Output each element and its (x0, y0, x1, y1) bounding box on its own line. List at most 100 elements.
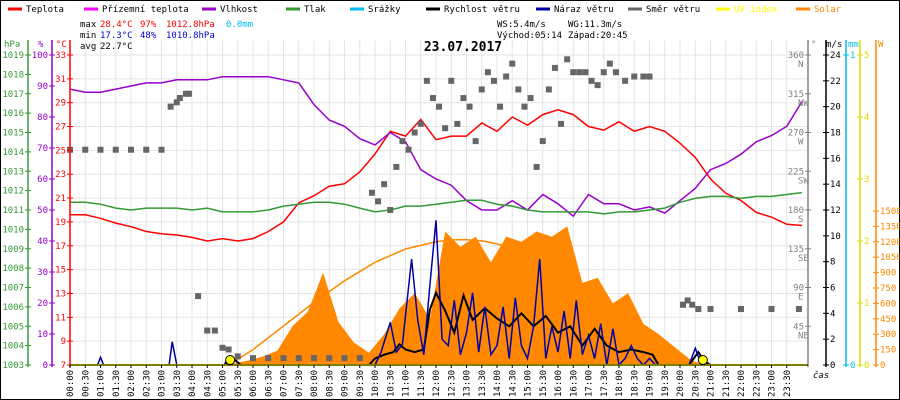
axis-tick-label-direction: 180 (788, 206, 804, 216)
axis-tick-label-solar: 750 (880, 284, 896, 294)
x-tick-label: 00:00 (66, 370, 76, 397)
x-tick-label: 22:30 (752, 370, 762, 397)
wind-direction-point (399, 138, 406, 145)
axis-tick-label-pressure: 1014 (2, 148, 24, 158)
axis-tick-label-rain: 1 (850, 51, 855, 61)
axis-tick-label-pressure: 1007 (2, 284, 24, 294)
legend-item-label: Tlak (304, 5, 326, 15)
wind-direction-point (405, 146, 412, 153)
wind-direction-point (768, 306, 775, 313)
wind-direction-point (417, 120, 424, 127)
legend-item-label: Srážky (368, 5, 401, 15)
axis-tick-label-pressure: 1009 (2, 245, 24, 255)
wind-direction-point (503, 73, 510, 80)
wind-direction-point (689, 301, 696, 308)
axis-tick-label-pressure: 1008 (2, 264, 24, 274)
x-tick-label: 02:30 (142, 370, 152, 397)
axis-tick-dir-direction: E (798, 293, 803, 303)
axis-unit-humidity: % (38, 40, 44, 50)
axis-tick-label-temperature: 13 (55, 289, 66, 299)
wind-direction-point (707, 306, 714, 313)
series-n-raz-v-tru (96, 220, 703, 367)
x-tick-label: 17:00 (585, 370, 595, 397)
stat-avg-temp: 22.7°C (100, 42, 133, 52)
axis-tick-label-pressure: 1012 (2, 187, 24, 197)
legend-item-label: UV index (734, 5, 778, 15)
wind-direction-point (128, 146, 134, 153)
x-tick-label: 10:30 (386, 370, 396, 397)
axis-tick-label-direction: 135 (788, 245, 804, 255)
axis-tick-label-wind: 10 (830, 232, 841, 242)
sun-marker (697, 355, 708, 365)
x-tick-label: 05:00 (219, 370, 229, 397)
axis-tick-label-temperature: 9 (61, 337, 66, 347)
axis-tick-label-temperature: 7 (61, 361, 66, 371)
x-tick-label: 01:00 (97, 370, 107, 397)
axis-tick-label-humidity: 30 (37, 268, 48, 278)
wind-direction-point (381, 181, 388, 188)
x-tick-label: 06:00 (249, 370, 259, 397)
wind-direction-point (588, 77, 595, 84)
wind-direction-point (454, 120, 461, 127)
wind-direction-point (112, 146, 119, 153)
axis-tick-label-temperature: 33 (55, 51, 66, 61)
axis-tick-label-wind: 2 (830, 335, 835, 345)
axis-tick-label-solar: 1200 (880, 238, 900, 248)
x-tick-label: 07:30 (295, 370, 305, 397)
x-tick-label: 13:00 (463, 370, 473, 397)
axis-tick-label-uv: 1 (864, 299, 869, 309)
sun-marker (225, 355, 236, 365)
wind-direction-point (606, 60, 613, 67)
solar-theoretical-line (228, 238, 705, 366)
wind-direction-point (640, 73, 647, 80)
wind-direction-point (356, 355, 363, 362)
axis-tick-label-direction: 225 (788, 167, 804, 177)
wind-direction-point (436, 103, 443, 110)
axis-tick-label-pressure: 1004 (2, 342, 24, 352)
axis-tick-label-temperature: 31 (55, 75, 66, 85)
wind-direction-point (646, 73, 653, 80)
axis-tick-label-temperature: 29 (55, 99, 66, 109)
legend-item-label: Přízemní teplota (102, 5, 189, 15)
x-tick-label: 03:00 (158, 370, 168, 397)
axis-unit-solar: W (878, 40, 884, 50)
wind-direction-point (185, 90, 192, 97)
wind-direction-point (631, 73, 638, 80)
x-tick-label: 18:00 (615, 370, 625, 397)
wind-direction-point (684, 297, 691, 304)
axis-tick-label-uv: 3 (864, 175, 869, 185)
axis-tick-label-temperature: 19 (55, 218, 66, 228)
wind-direction-point (521, 103, 528, 110)
chart-title: 23.07.2017 (424, 40, 502, 55)
axis-tick-label-humidity: 60 (37, 175, 48, 185)
wind-direction-point (368, 189, 375, 196)
axis-tick-dir-direction: SE (798, 254, 809, 264)
x-tick-label: 08:30 (325, 370, 335, 397)
wind-direction-point (393, 163, 400, 170)
axis-tick-label-uv: 4 (864, 113, 869, 123)
legend-item-label: Směr větru (646, 5, 700, 15)
wind-direction-point (558, 120, 565, 127)
axis-tick-label-direction: 90 (793, 284, 804, 294)
wind-direction-point (527, 95, 534, 102)
x-tick-label: 21:30 (722, 370, 732, 397)
x-tick-label: 10:00 (371, 370, 381, 397)
x-tick-label: 15:00 (524, 370, 534, 397)
wind-direction-point (545, 86, 552, 93)
x-tick-label: 20:00 (676, 370, 686, 397)
wind-direction-point (622, 77, 629, 84)
wind-direction-point (176, 95, 183, 102)
wind-direction-point (594, 82, 601, 89)
wind-direction-point (680, 301, 687, 308)
wind-direction-point (564, 56, 571, 63)
x-tick-label: 02:00 (127, 370, 137, 397)
wind-direction-point (490, 77, 497, 84)
x-tick-label: 11:00 (402, 370, 412, 397)
axis-tick-label-direction: 360 (788, 51, 804, 61)
axis-tick-label-rain: 0 (850, 361, 855, 371)
wind-direction-point (311, 355, 317, 362)
stats-panel: max 28.4°C 97% 1012.8hPa 0.0mm min 17.3°… (80, 20, 829, 381)
x-axis-label: čas (813, 370, 829, 381)
axis-tick-label-uv: 0 (864, 361, 869, 371)
